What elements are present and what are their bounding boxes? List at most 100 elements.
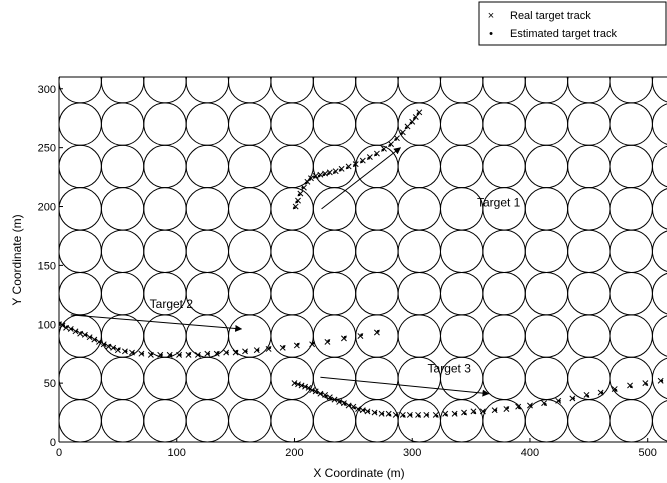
estimated-track-point: [473, 411, 476, 414]
estimated-track-point: [296, 342, 300, 346]
sensor-circle: [482, 314, 526, 358]
estimated-track-point: [131, 351, 135, 354]
annotation-arrow: [320, 376, 490, 397]
estimated-track-point: [367, 156, 370, 160]
sensor-circle: [609, 229, 653, 273]
estimated-track-point: [150, 352, 154, 355]
estimated-track-point: [353, 164, 356, 167]
sensor-circle: [651, 77, 667, 103]
estimated-track-point: [357, 407, 361, 411]
estimated-track-point: [339, 168, 342, 172]
estimated-track-point: [482, 410, 486, 413]
estimated-track-point: [586, 394, 589, 398]
sensor-circle: [59, 77, 102, 104]
estimated-track-point: [518, 406, 521, 410]
sensor-circle: [270, 356, 314, 401]
estimated-track-point: [301, 186, 305, 189]
x-tick-label: 0: [56, 447, 62, 459]
estimated-track-point: [445, 413, 448, 417]
estimated-track-point: [108, 344, 111, 347]
sensor-circle: [185, 144, 230, 189]
estimated-track-point: [282, 345, 286, 348]
estimated-track-point: [409, 413, 413, 417]
estimated-track-point: [327, 339, 330, 343]
sensor-circle: [524, 229, 569, 273]
sensor-circle: [270, 399, 314, 442]
estimated-track-point: [178, 353, 182, 357]
sensor-circle: [439, 271, 484, 316]
sensor-circle: [100, 187, 145, 231]
sensor-circle: [312, 187, 357, 231]
estimated-track-point: [395, 413, 399, 417]
sensor-circle: [59, 271, 102, 316]
x-tick-label: 200: [285, 447, 303, 459]
sensor-circle: [609, 314, 653, 358]
estimated-track-point: [317, 174, 321, 178]
estimated-track-point: [329, 397, 333, 400]
estimated-track-point: [324, 394, 328, 398]
sensor-circle: [100, 144, 145, 189]
y-axis-label: Y Coordinate (m): [10, 214, 24, 305]
estimated-track-point: [70, 327, 74, 331]
sensor-circle: [270, 187, 314, 231]
estimated-track-point: [322, 173, 326, 177]
sensor-circle: [312, 77, 357, 104]
legend-box: [478, 1, 667, 46]
sensor-circle: [439, 314, 484, 358]
sensor-circle: [397, 229, 441, 273]
sensor-circle: [609, 356, 653, 401]
estimated-track-point: [293, 206, 296, 209]
sensor-circle: [59, 187, 102, 231]
sensor-circle: [185, 187, 230, 231]
estimated-track-point: [543, 403, 547, 406]
sensor-circle: [143, 229, 187, 273]
estimated-track-point: [558, 399, 561, 403]
sensor-circle: [185, 314, 230, 358]
sensor-circle: [143, 399, 187, 442]
sensor-circle: [482, 144, 526, 189]
sensor-circle: [567, 187, 611, 231]
sensor-circle: [270, 314, 314, 358]
sensor-circle: [59, 144, 102, 189]
estimated-track-point: [320, 392, 323, 396]
sensor-circle: [567, 314, 611, 358]
sensor-circle: [355, 229, 399, 273]
estimated-track-point: [360, 160, 363, 164]
estimated-track-point: [374, 153, 378, 157]
estimated-track-point: [454, 412, 458, 416]
sensor-circle: [59, 229, 102, 273]
legend-marker-estimated: •: [489, 28, 493, 40]
legend-label-real: Real target track: [510, 10, 591, 22]
estimated-track-point: [124, 350, 128, 353]
estimated-track-point: [494, 408, 498, 412]
estimated-track-point: [315, 391, 319, 394]
estimated-track-point: [327, 172, 330, 175]
estimated-track-point: [506, 406, 509, 410]
estimated-track-point: [360, 333, 363, 337]
sensor-circle: [100, 356, 145, 401]
sensor-circle: [609, 271, 653, 316]
estimated-track-point: [645, 383, 648, 386]
estimated-track-point: [529, 404, 533, 407]
x-tick-label: 500: [639, 447, 657, 459]
estimated-track-point: [62, 324, 66, 327]
estimated-track-point: [226, 351, 229, 354]
sensor-circle: [143, 144, 187, 189]
x-tick-label: 300: [403, 447, 421, 459]
estimated-track-point: [405, 126, 408, 129]
sensor-circle: [100, 102, 145, 146]
sensor-circle: [439, 399, 484, 442]
sensor-circle: [185, 229, 230, 273]
sensor-circle: [397, 102, 441, 146]
sensor-circle: [355, 187, 399, 231]
estimated-track-point: [367, 410, 370, 413]
sensor-circle: [100, 271, 145, 316]
sensor-circle: [312, 314, 357, 358]
sensor-circle: [397, 314, 441, 358]
estimated-track-point: [308, 387, 312, 391]
plot-area: 0 100 200 300 400 500 0 50 100 150 200 250 300 Targ…: [38, 76, 667, 459]
sensor-circle: [482, 271, 526, 316]
estimated-track-point: [197, 353, 201, 357]
sensor-circle: [100, 399, 145, 442]
